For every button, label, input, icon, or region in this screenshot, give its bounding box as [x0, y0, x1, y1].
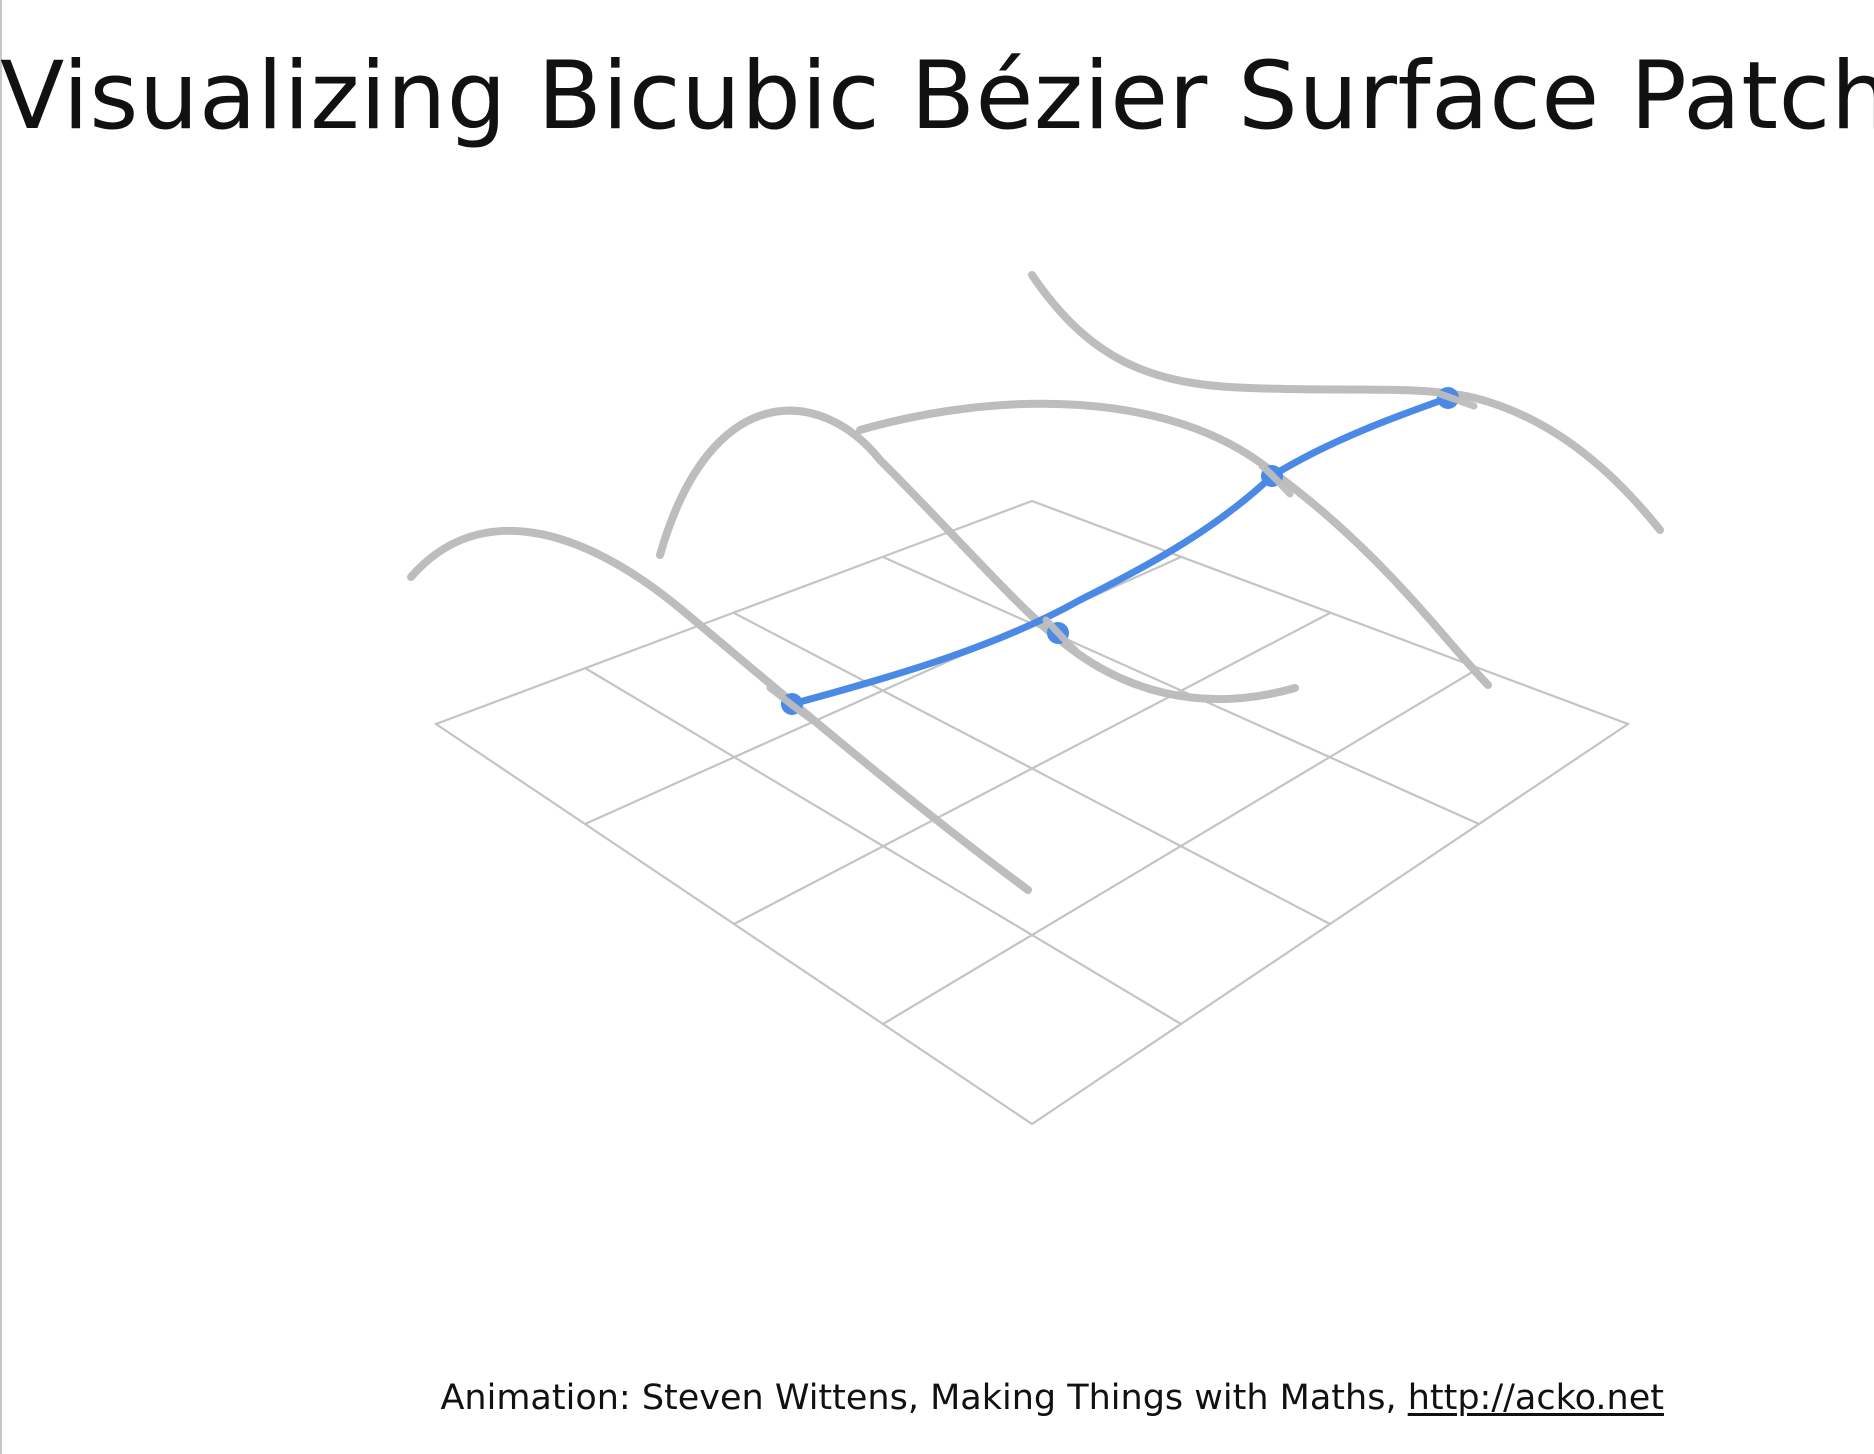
grid-line-b2: [732, 611, 1332, 926]
highlight-curve: [788, 394, 1452, 708]
grid-line-b3: [583, 666, 1183, 1026]
overlap-4: [1436, 390, 1478, 410]
bezier-curve-3: [856, 399, 1492, 689]
curve-overlaps: [766, 390, 1478, 726]
overlap-3: [1258, 462, 1294, 498]
attribution-text: Animation: Steven Wittens, Making Things…: [440, 1378, 1408, 1418]
bezier-curve-1: [407, 526, 1032, 894]
overlap-1: [766, 684, 819, 726]
overlap-2: [1042, 616, 1079, 654]
grid-outline: [433, 499, 1631, 1126]
attribution-link[interactable]: http://acko.net: [1407, 1378, 1664, 1418]
bezier-curve-4: [1028, 271, 1664, 534]
slide-left-border: [0, 0, 2, 1454]
grid-line-b1: [881, 555, 1481, 826]
slide-title: Visualizing Bicubic Bézier Surface Patch: [0, 42, 1874, 151]
base-grid: [433, 499, 1631, 1126]
bezier-curve-2: [656, 406, 1299, 704]
attribution-caption: Animation: Steven Wittens, Making Things…: [0, 1378, 1664, 1418]
highlight-curve-group: [781, 387, 1459, 715]
bezier-curves: [407, 271, 1664, 894]
